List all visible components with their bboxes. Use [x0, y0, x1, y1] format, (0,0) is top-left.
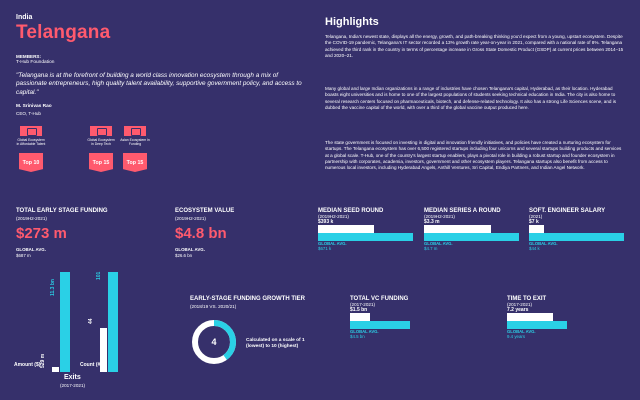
- growth-tier-period: (2018/19 VS. 2020/21): [190, 304, 237, 309]
- exits-amount-global-label: 11.3 bn: [50, 279, 56, 296]
- median-seed-period: (2019H2-2021): [318, 214, 349, 219]
- highlights-title: Highlights: [325, 16, 379, 28]
- total-vc-value: $1.5 bn: [350, 307, 368, 313]
- exits-count-global-bar: [108, 272, 118, 372]
- ecosystem-value-title: ECOSYSTEM VALUE: [175, 208, 235, 214]
- software-salary-stat: SOFT. ENGINEER SALARY (2021) $7 k GLOBAL…: [529, 208, 624, 251]
- exits-amount-axis-label: Amount ($): [14, 362, 41, 368]
- ranking-badge: Top 15: [89, 153, 113, 172]
- growth-tier-ring-fill: [192, 320, 236, 364]
- exits-amount-local-bar: [52, 367, 59, 372]
- ecosystem-value-value: $4.8 bn: [175, 225, 227, 242]
- median-seed-global-bar: [318, 233, 413, 241]
- median-seed-local-bar: [318, 225, 375, 233]
- members-value: T-Hub Foundation: [16, 60, 55, 65]
- highlights-paragraph-2: Many global and large Indian organizatio…: [325, 86, 617, 110]
- median-series-a-global-label: GLOBAL AVG.: [424, 241, 453, 246]
- median-series-a-global-value: $4.7 m: [424, 246, 438, 251]
- total-vc-global-label: GLOBAL AVG.: [350, 329, 379, 334]
- exits-count-local-label: 44: [88, 318, 94, 324]
- time-to-exit-global-bar: [507, 321, 567, 329]
- median-seed-title: MEDIAN SEED ROUND: [318, 208, 384, 214]
- ecosystem-value-period: (2019H2-2021): [175, 216, 206, 221]
- software-salary-global-label: GLOBAL AVG.: [529, 241, 558, 246]
- software-salary-local-bar: [529, 225, 545, 233]
- early-funding-period: (2019H2-2021): [16, 216, 47, 221]
- members-label: MEMBERS:: [16, 54, 42, 59]
- early-funding-global-value: $687 m: [16, 253, 31, 258]
- exits-chart: 11.3 bn 529 m 101 44: [22, 262, 132, 372]
- time-to-exit-title: TIME TO EXIT: [507, 296, 547, 302]
- ranking-icon: [90, 126, 112, 136]
- software-salary-period: (2021): [529, 214, 543, 219]
- ranking-label: Global Ecosystem in Deep Tech: [87, 138, 115, 146]
- country-label: India: [16, 14, 33, 21]
- total-vc-period: (2017-2021): [350, 302, 376, 307]
- median-series-a-local-bar: [424, 225, 491, 233]
- median-series-a-value: $3.3 m: [424, 219, 440, 225]
- highlights-paragraph-1: Telangana, India's newest state, display…: [325, 34, 624, 58]
- median-seed-stat: MEDIAN SEED ROUND (2019H2-2021) $393 k G…: [318, 208, 413, 251]
- time-to-exit-local-bar: [507, 313, 554, 321]
- ecosystem-value-global-value: $26.6 bn: [175, 253, 193, 258]
- ranking-deep-tech: Global Ecosystem in Deep Tech Top 15: [86, 126, 116, 172]
- early-funding-global-label: GLOBAL AVG.: [16, 247, 46, 252]
- time-to-exit-period: (2017-2021): [507, 302, 533, 307]
- page-title: Telangana: [16, 22, 111, 43]
- time-to-exit-global-label: GLOBAL AVG.: [507, 329, 536, 334]
- ranking-badge: Top 15: [123, 153, 147, 172]
- median-series-a-global-bar: [424, 233, 519, 241]
- software-salary-value: $7 k: [529, 219, 539, 225]
- total-vc-stat: TOTAL VC FUNDING (2017-2021) $1.5 bn GLO…: [350, 296, 410, 339]
- early-funding-title: TOTAL EARLY STAGE FUNDING: [16, 208, 108, 214]
- ranking-funding: Asian Ecosystem in Funding Top 15: [120, 126, 150, 172]
- total-vc-global-value: $4.5 bn: [350, 334, 365, 339]
- exits-count-axis-label: Count (#): [80, 362, 102, 368]
- growth-tier-title: EARLY-STAGE FUNDING GROWTH TIER: [190, 296, 306, 302]
- exits-amount-global-bar: [60, 272, 70, 372]
- ranking-affordable-talent: Global Ecosystem in Affordable Talent To…: [16, 126, 46, 172]
- exits-count-global-label: 101: [96, 271, 102, 280]
- ranking-badge: Top 10: [19, 153, 43, 172]
- total-vc-title: TOTAL VC FUNDING: [350, 296, 409, 302]
- highlights-paragraph-3: The state government is focused on inves…: [325, 140, 622, 171]
- software-salary-title: SOFT. ENGINEER SALARY: [529, 208, 606, 214]
- software-salary-global-bar: [529, 233, 624, 241]
- median-series-a-stat: MEDIAN SERIES A ROUND (2019H2-2021) $3.3…: [424, 208, 519, 251]
- growth-tier-ring: 4: [192, 320, 236, 364]
- exits-amount-local-label: 529 m: [40, 353, 46, 368]
- exits-title: Exits: [64, 374, 81, 381]
- median-seed-value: $393 k: [318, 219, 334, 225]
- median-seed-global-label: GLOBAL AVG.: [318, 241, 347, 246]
- total-vc-global-bar: [350, 321, 410, 329]
- quote-author: M. Srinivas Rao: [16, 104, 52, 109]
- early-funding-value: $273 m: [16, 225, 67, 242]
- exits-count-local-bar: [100, 328, 107, 372]
- software-salary-global-value: $44 k: [529, 246, 540, 251]
- median-series-a-period: (2019H2-2021): [424, 214, 455, 219]
- exits-period: (2017-2021): [60, 383, 86, 388]
- ranking-icon: [124, 126, 146, 136]
- ranking-label: Global Ecosystem in Affordable Talent: [16, 138, 46, 146]
- total-vc-local-bar: [350, 313, 370, 321]
- time-to-exit-value: 7.2 years: [507, 307, 529, 313]
- growth-tier-note: Calculated on a scale of 1 (lowest) to 1…: [246, 338, 305, 349]
- ecosystem-value-global-label: GLOBAL AVG.: [175, 247, 205, 252]
- ranking-icon: [20, 126, 42, 136]
- median-seed-global-value: $671 k: [318, 246, 332, 251]
- time-to-exit-stat: TIME TO EXIT (2017-2021) 7.2 years GLOBA…: [507, 296, 567, 339]
- ranking-label: Asian Ecosystem in Funding: [120, 138, 150, 146]
- quote: "Telangana is at the forefront of buildi…: [16, 72, 302, 96]
- quote-author-role: CEO, T-Hub: [16, 111, 41, 116]
- time-to-exit-global-value: 9.4 years: [507, 334, 526, 339]
- growth-tier-value: 4: [211, 337, 216, 347]
- median-series-a-title: MEDIAN SERIES A ROUND: [424, 208, 501, 214]
